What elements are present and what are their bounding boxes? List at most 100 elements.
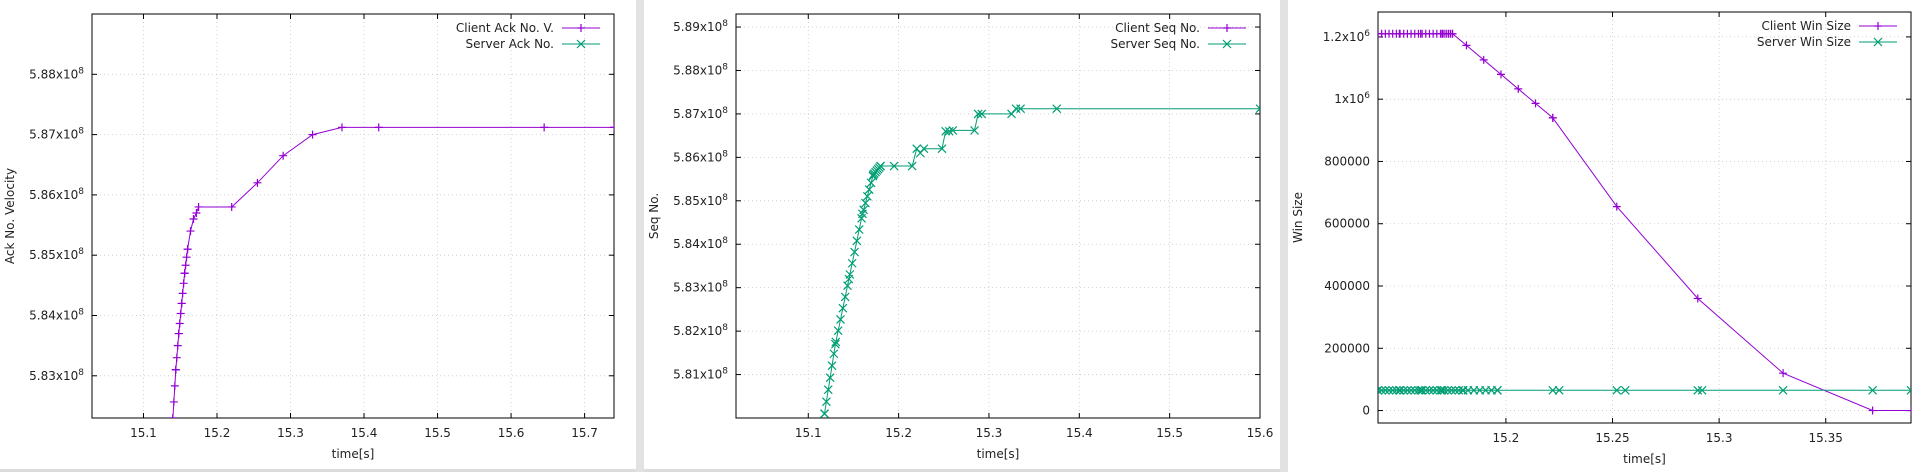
series-marker — [1417, 385, 1427, 395]
series-marker — [253, 178, 262, 187]
series-marker — [279, 151, 288, 160]
series-marker — [178, 289, 187, 298]
y-tick-label: 5.86x108 — [29, 187, 84, 202]
series-marker — [821, 397, 831, 407]
series-marker — [1016, 104, 1026, 114]
series-marker — [1620, 385, 1630, 395]
x-tick-label: 15.1 — [130, 426, 157, 440]
y-tick-label: 1.2x106 — [1323, 29, 1370, 44]
series-marker — [866, 178, 876, 188]
panel-separator — [636, 0, 644, 472]
series-marker — [1697, 385, 1707, 395]
plot-frame — [735, 13, 1261, 419]
series-marker — [1907, 406, 1911, 415]
series-marker — [1425, 385, 1434, 395]
series-marker — [1479, 55, 1488, 64]
series-marker — [1447, 385, 1456, 395]
bottom-border — [644, 469, 1280, 472]
series-line — [1378, 33, 1911, 411]
series-marker — [183, 245, 192, 254]
series-marker — [861, 198, 870, 208]
series-marker — [1378, 385, 1387, 395]
x-tick-label: 15.5 — [1156, 426, 1183, 440]
series-marker — [179, 279, 188, 288]
series-marker — [177, 299, 186, 308]
series-marker — [941, 126, 951, 136]
series-marker — [1421, 385, 1431, 395]
series-marker — [1443, 385, 1453, 395]
series-marker — [1462, 41, 1471, 50]
y-tick-label: 5.81x108 — [673, 367, 728, 382]
series-marker — [180, 269, 189, 278]
series-marker — [857, 213, 866, 223]
chart-panel-seq: 15.1 15.2 15.3 15.4 15.5 15.6 5.81x108 5.82x108… — [644, 0, 1280, 472]
y-tick-label: 5.85x108 — [673, 193, 728, 208]
series-marker — [820, 409, 829, 418]
legend-label: Client Win Size — [1761, 19, 1851, 33]
series-marker — [175, 319, 184, 328]
series-marker — [840, 292, 850, 302]
series-marker — [1052, 104, 1062, 114]
plot-area — [168, 123, 614, 418]
x-tick-label: 15.3 — [277, 426, 304, 440]
series-marker — [827, 361, 837, 371]
series-marker — [845, 270, 855, 279]
y-tick-label: 1x106 — [1334, 91, 1370, 106]
series-marker — [825, 373, 835, 383]
series-marker — [1439, 385, 1449, 395]
series-marker — [977, 109, 987, 119]
x-tick-label: 15.3 — [976, 426, 1003, 440]
series-marker — [862, 191, 872, 201]
series-marker — [173, 341, 182, 350]
series-marker — [172, 353, 181, 362]
series-marker — [1492, 385, 1502, 395]
x-tick-label: 15.35 — [1809, 431, 1843, 445]
series-marker — [1778, 385, 1788, 395]
y-tick-label: 5.82x108 — [673, 323, 728, 338]
series-marker — [170, 381, 179, 390]
plot-area — [1378, 29, 1911, 415]
series-marker — [830, 339, 840, 349]
y-tick-label: 5.85x108 — [29, 247, 84, 262]
series-line — [172, 126, 614, 418]
x-tick-label: 15.4 — [351, 426, 378, 440]
win-size-chart: 15.2 15.25 15.3 15.35 0 200000 400000 600000 800… — [1291, 11, 1912, 466]
ack-velocity-chart: 15.1 15.2 15.3 15.4 15.5 15.6 15.7 5.83x108 5.84… — [3, 13, 615, 461]
y-tick-label: 5.83x108 — [29, 368, 84, 383]
series-marker — [889, 161, 899, 171]
series-marker — [937, 144, 947, 154]
series-marker — [838, 303, 848, 313]
y-tick-label: 5.87x108 — [29, 127, 84, 142]
series-marker — [194, 202, 203, 211]
plot-frame — [1377, 11, 1912, 424]
y-axis-label: Win Size — [1291, 192, 1305, 243]
series-marker — [847, 258, 857, 268]
x-tick-label: 15.5 — [424, 426, 451, 440]
legend-label: Server Win Size — [1757, 35, 1851, 49]
series-marker — [1612, 202, 1621, 211]
x-tick-label: 15.4 — [1066, 426, 1093, 440]
y-tick-label: 5.88x108 — [29, 66, 84, 81]
series-marker — [1514, 84, 1523, 93]
panel-separator — [1280, 0, 1288, 472]
series-marker — [1395, 385, 1405, 395]
series-marker — [1496, 70, 1505, 79]
legend-marker — [577, 24, 585, 32]
series-marker — [852, 236, 862, 246]
legend-marker — [576, 39, 586, 49]
series-marker — [182, 253, 191, 262]
series-marker — [1255, 104, 1260, 114]
series-marker — [836, 315, 845, 324]
y-tick-label: 400000 — [1324, 279, 1370, 293]
y-tick-label: 200000 — [1324, 341, 1370, 355]
series-marker — [181, 261, 190, 270]
x-tick-label: 15.2 — [1493, 431, 1520, 445]
series-marker — [850, 247, 859, 257]
series-marker — [1384, 385, 1394, 395]
legend-marker — [1223, 24, 1231, 32]
plot-area — [820, 104, 1260, 418]
series-marker — [1554, 385, 1564, 395]
x-tick-label: 15.6 — [498, 426, 525, 440]
series-marker — [1779, 369, 1788, 378]
series-marker — [1448, 29, 1457, 38]
